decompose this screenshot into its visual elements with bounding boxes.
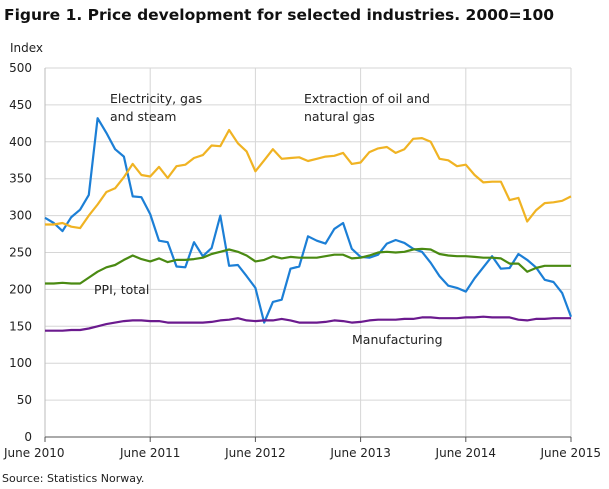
series-line-0 xyxy=(44,117,573,324)
series-label: PPI, total xyxy=(94,282,149,297)
y-tick-label: 350 xyxy=(9,172,32,186)
y-tick-label: 250 xyxy=(9,246,32,260)
series-line-1 xyxy=(45,128,572,230)
y-tick-label: 500 xyxy=(9,61,32,75)
series-label: Extraction of oil and xyxy=(304,91,430,106)
series-label: and steam xyxy=(110,109,176,124)
y-tick-label: 450 xyxy=(9,98,32,112)
x-tick-label: June 2014 xyxy=(435,446,497,460)
series-label: Manufacturing xyxy=(352,332,443,347)
x-tick-label: June 2012 xyxy=(224,446,286,460)
x-tick-label: June 2010 xyxy=(3,446,65,460)
chart-title: Figure 1. Price development for selected… xyxy=(4,6,555,24)
x-tick-label: June 2015 xyxy=(540,446,602,460)
source-note: Source: Statistics Norway. xyxy=(2,472,145,485)
series-line-2 xyxy=(45,247,571,285)
y-tick-label: 400 xyxy=(9,135,32,149)
y-tick-label: 50 xyxy=(17,393,32,407)
y-tick-label: 100 xyxy=(9,356,32,370)
y-tick-label: 150 xyxy=(9,319,32,333)
series-line-3 xyxy=(45,315,571,332)
y-axis-label: Index xyxy=(10,41,43,55)
y-tick-label: 200 xyxy=(9,282,32,296)
x-tick-label: June 2011 xyxy=(119,446,181,460)
series-label: natural gas xyxy=(304,109,375,124)
x-tick-label: June 2013 xyxy=(329,446,391,460)
y-tick-label: 0 xyxy=(24,430,32,444)
y-tick-label: 300 xyxy=(9,209,32,223)
series-label: Electricity, gas xyxy=(110,91,202,106)
